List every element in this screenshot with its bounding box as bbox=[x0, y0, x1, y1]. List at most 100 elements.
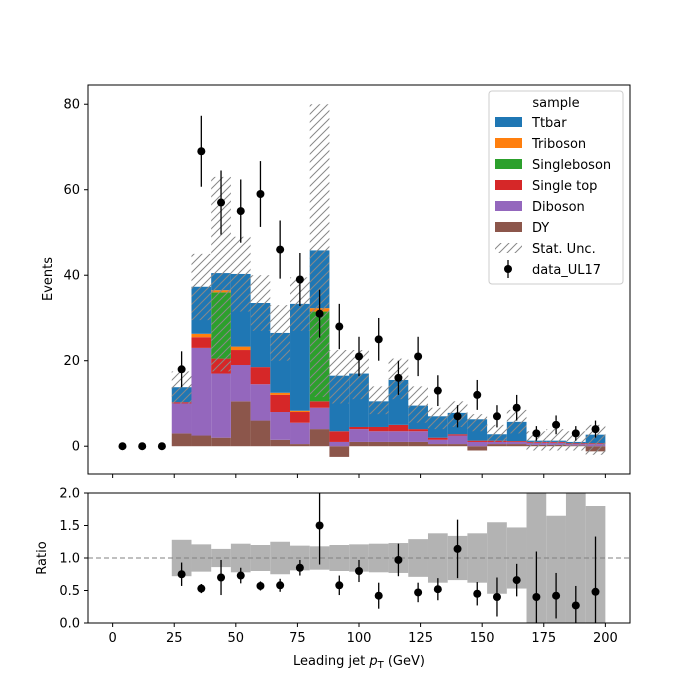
bar-diboson bbox=[349, 429, 369, 442]
bar-dy bbox=[171, 433, 192, 447]
legend-swatch bbox=[495, 222, 522, 232]
legend-title: sample bbox=[532, 96, 579, 111]
data-point bbox=[552, 420, 561, 429]
y-tick-label: 60 bbox=[63, 183, 80, 198]
ratio-point bbox=[295, 563, 304, 572]
legend-swatch bbox=[495, 201, 522, 211]
legend-item-triboson: Triboson bbox=[495, 137, 586, 152]
bar-triboson bbox=[191, 333, 212, 338]
legend-label: Singleboson bbox=[532, 158, 611, 173]
stat-unc-band bbox=[565, 431, 586, 451]
bar-diboson bbox=[467, 441, 488, 447]
bar-diboson bbox=[290, 422, 310, 445]
x-tick-label: 175 bbox=[531, 631, 556, 646]
bar-single-top bbox=[408, 429, 428, 432]
bar-dy bbox=[408, 441, 428, 447]
legend-item-ttbar: Ttbar bbox=[495, 116, 567, 131]
ratio-point bbox=[236, 571, 245, 580]
data-point bbox=[295, 275, 304, 284]
ratio-point bbox=[276, 581, 285, 590]
data-point bbox=[492, 412, 501, 421]
bar-single-top bbox=[250, 367, 271, 385]
bar-diboson bbox=[447, 435, 468, 445]
legend-swatch bbox=[495, 243, 522, 253]
bar-dy bbox=[329, 446, 350, 457]
bar-diboson bbox=[171, 403, 192, 434]
bar-dy bbox=[447, 444, 468, 447]
ratio-unc-band bbox=[546, 515, 566, 623]
bar-diboson bbox=[329, 441, 350, 447]
ratio-point bbox=[256, 581, 265, 590]
ratio-point bbox=[177, 570, 186, 579]
legend-item-data-ul17: data_UL17 bbox=[504, 260, 601, 278]
bar-diboson bbox=[388, 431, 409, 442]
legend-label: DY bbox=[532, 221, 549, 236]
legend-label: Ttbar bbox=[531, 116, 567, 131]
legend-item-diboson: Diboson bbox=[495, 200, 585, 215]
legend-item-single-top: Single top bbox=[495, 179, 597, 194]
data-point bbox=[217, 198, 226, 207]
ratio-unc-band bbox=[211, 548, 231, 568]
data-point bbox=[473, 390, 482, 399]
bar-dy bbox=[506, 444, 527, 447]
bar-single-top bbox=[506, 441, 527, 442]
ratio-point bbox=[512, 576, 521, 585]
bar-dy bbox=[211, 437, 231, 447]
bar-dy bbox=[290, 444, 310, 447]
main-y-ticks: 0 20 40 60 80 bbox=[63, 98, 88, 455]
ratio-y-tick-label: 0.0 bbox=[59, 617, 80, 632]
bar-diboson bbox=[250, 384, 271, 421]
legend-marker bbox=[504, 265, 512, 273]
x-tick-label: 150 bbox=[470, 631, 495, 646]
legend-swatch bbox=[495, 180, 522, 190]
bar-dy bbox=[467, 446, 488, 451]
ratio-unc-band bbox=[565, 493, 586, 623]
legend-swatch bbox=[495, 117, 522, 127]
stat-unc-band bbox=[467, 414, 488, 432]
ratio-panel: 0.0 0.5 1.0 1.5 2.0 0 25 50 75 100 125 150 175 200 R… bbox=[35, 487, 631, 671]
stat-unc-band bbox=[309, 104, 330, 398]
ratio-point bbox=[335, 581, 344, 590]
ratio-y-tick-label: 1.0 bbox=[59, 552, 80, 567]
bar-dy bbox=[349, 441, 369, 447]
bar-diboson bbox=[309, 407, 330, 430]
legend-label: Diboson bbox=[532, 200, 585, 215]
ratio-x-ticks: 0 25 50 75 100 125 150 175 200 bbox=[108, 623, 618, 646]
data-point bbox=[256, 190, 265, 199]
x-tick-label: 50 bbox=[228, 631, 245, 646]
bar-single-top bbox=[368, 426, 389, 432]
ratio-point bbox=[552, 591, 561, 600]
y-tick-label: 0 bbox=[72, 440, 80, 455]
stat-unc-band bbox=[546, 429, 566, 451]
legend-label: data_UL17 bbox=[532, 263, 601, 278]
stat-unc-band bbox=[427, 407, 448, 430]
bar-single-top bbox=[349, 426, 369, 430]
data-point bbox=[276, 245, 285, 254]
bar-triboson bbox=[270, 392, 291, 395]
stat-unc-band bbox=[368, 386, 389, 415]
bar-single-top bbox=[427, 437, 448, 440]
stat-unc-band bbox=[585, 424, 606, 455]
main-panel: 0 20 40 60 80 Events bbox=[41, 84, 631, 478]
legend-swatch bbox=[495, 138, 522, 148]
bar-diboson bbox=[408, 431, 428, 442]
stat-unc-band bbox=[506, 409, 527, 434]
data-point bbox=[315, 309, 324, 318]
legend-label: Stat. Unc. bbox=[532, 242, 596, 257]
ratio-plot-area bbox=[88, 493, 630, 623]
stat-unc-band bbox=[270, 305, 291, 361]
ratio-unc-band bbox=[349, 544, 369, 572]
bar-dy bbox=[368, 441, 389, 447]
bar-diboson bbox=[368, 431, 389, 442]
ratio-point bbox=[591, 587, 600, 596]
legend-frame bbox=[488, 90, 624, 285]
bar-triboson bbox=[230, 346, 251, 351]
bar-diboson bbox=[211, 373, 231, 438]
data-point bbox=[138, 442, 147, 451]
legend-item-singleboson: Singleboson bbox=[495, 158, 611, 173]
bar-diboson bbox=[427, 439, 448, 445]
data-point bbox=[157, 442, 166, 451]
legend-item-stat-unc-: Stat. Unc. bbox=[495, 242, 596, 257]
bar-single-top bbox=[388, 424, 409, 432]
